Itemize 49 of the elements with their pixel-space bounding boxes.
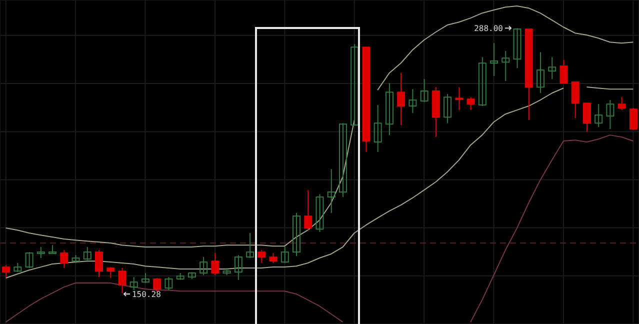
candlestick [292, 212, 301, 257]
candlestick [25, 252, 34, 269]
candlestick [560, 60, 568, 84]
candlestick [571, 81, 580, 119]
candlestick [327, 168, 336, 214]
candlestick [304, 190, 312, 231]
candlestick [513, 28, 522, 69]
candlestick [629, 108, 638, 131]
annotation: 150.28 [132, 290, 162, 300]
candlestick [490, 42, 498, 76]
candlestick [502, 50, 510, 82]
candlestick [258, 250, 266, 264]
candlestick [536, 52, 544, 94]
candlestick [14, 262, 22, 273]
candlestick [269, 252, 278, 264]
candlestick [141, 272, 150, 284]
candlestick [594, 104, 603, 128]
candlestick [280, 246, 289, 264]
candlestick [582, 102, 591, 132]
candlestick [36, 246, 45, 259]
candlestick [466, 96, 475, 111]
candlestick [444, 94, 452, 124]
candlestick [164, 276, 173, 291]
candlestick [200, 256, 208, 276]
candlestick [374, 104, 382, 152]
candlestick [316, 194, 324, 233]
candlestick [385, 82, 394, 136]
candlestick [397, 72, 406, 126]
candlestick [338, 122, 347, 198]
candlestick [95, 250, 103, 278]
candlestick [130, 276, 138, 291]
candlestick [234, 254, 242, 280]
candlestick [606, 100, 614, 130]
candlestick [153, 278, 162, 293]
candlestick [618, 96, 626, 111]
candlestick [420, 78, 428, 103]
candlestick [2, 264, 10, 278]
annotation: 288.00 [474, 24, 504, 34]
candlestick [106, 266, 115, 279]
candlestick [83, 246, 92, 261]
candlestick [350, 44, 359, 126]
candlestick [246, 232, 254, 259]
candlestick [118, 268, 126, 294]
candlestick [478, 56, 486, 107]
candlestick [455, 86, 464, 111]
candlestick [211, 252, 220, 276]
candlestick [408, 88, 417, 114]
candlestick [60, 250, 68, 269]
candlestick [548, 56, 556, 80]
